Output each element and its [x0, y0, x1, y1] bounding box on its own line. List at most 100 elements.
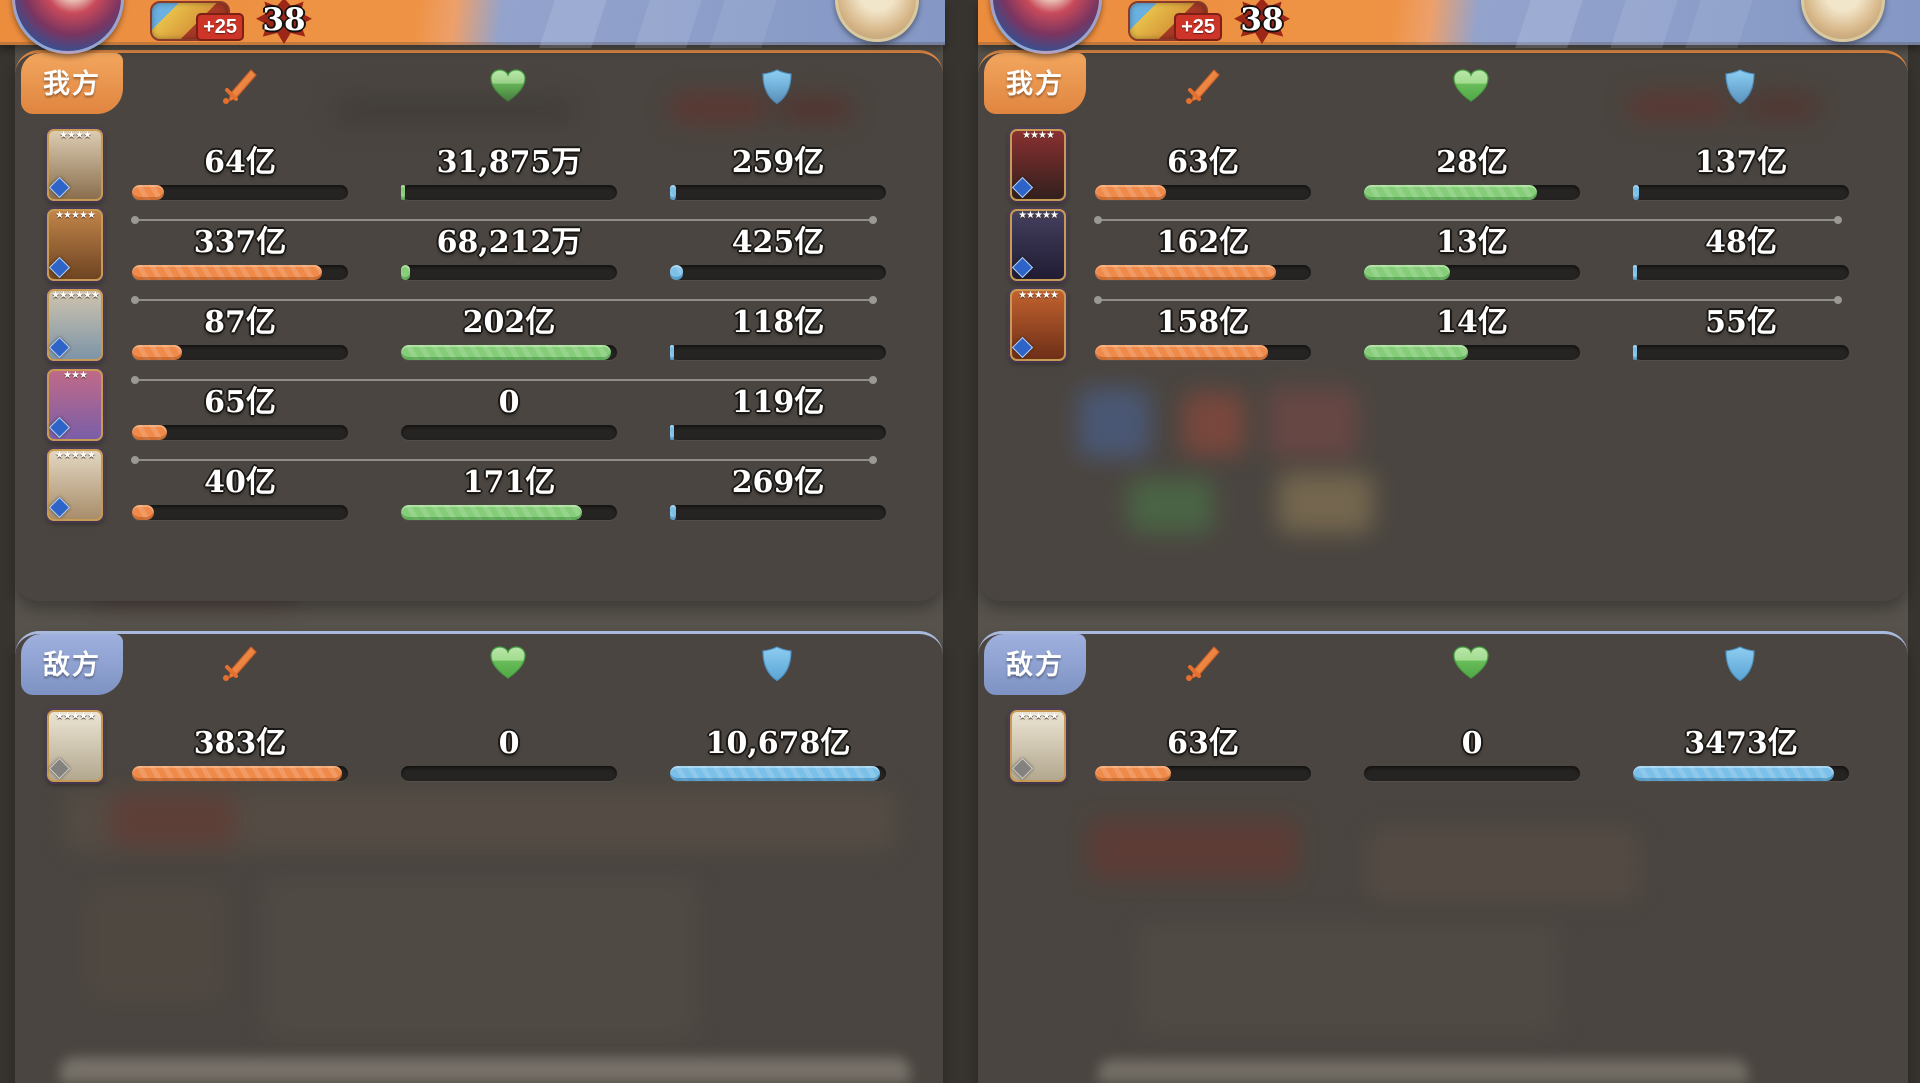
defense-value: 259亿 — [731, 145, 825, 180]
buff-item-icon[interactable]: +25 — [150, 1, 244, 41]
attack-bar — [1095, 766, 1311, 781]
row-divider — [131, 456, 877, 464]
attack-bar — [132, 265, 348, 280]
heal-bar — [401, 425, 617, 440]
stat-row: ★★★★★★ 87亿 202亿 118亿 — [15, 289, 943, 384]
unit-avatar[interactable]: ★★★★★ — [47, 449, 103, 521]
battle-header: +25 38 — [0, 0, 945, 54]
blurred-background-content — [60, 1057, 910, 1083]
battle-header: +25 38 — [978, 0, 1920, 54]
star-rating: ★★★★★ — [55, 711, 96, 722]
heal-bar — [401, 505, 617, 520]
unit-avatar[interactable]: ★★★★★★ — [47, 289, 103, 361]
header-watermark — [539, 0, 609, 48]
rank-badge-icon — [1011, 256, 1034, 279]
defense-value: 425亿 — [731, 225, 825, 260]
stat-row: ★★★★★ 63亿 0 3473亿 — [978, 710, 1908, 802]
enemy-stats-panel: 敌方 ★★★★★ 383亿 0 10,678亿 — [15, 631, 943, 1083]
unit-avatar[interactable]: ★★★★★ — [47, 710, 103, 782]
row-divider — [131, 296, 877, 304]
tab-our-side[interactable]: 我方 — [984, 53, 1086, 114]
attack-value: 158亿 — [1156, 305, 1250, 340]
blurred-background-content — [1078, 388, 1150, 458]
heal-heart-icon — [488, 644, 528, 684]
heal-value: 14亿 — [1436, 305, 1508, 340]
blurred-background-content — [1278, 473, 1373, 533]
heal-value: 202亿 — [462, 305, 556, 340]
attack-bar — [132, 185, 348, 200]
star-rating: ★★★★★ — [55, 210, 96, 221]
star-rating: ★★★★ — [1022, 130, 1055, 141]
unit-avatar[interactable]: ★★★★ — [47, 129, 103, 201]
star-rating: ★★★★ — [59, 130, 92, 141]
star-rating: ★★★★★ — [55, 450, 96, 461]
star-rating: ★★★ — [63, 370, 88, 381]
unit-avatar[interactable]: ★★★★★ — [1010, 209, 1066, 281]
round-counter: 38 — [252, 0, 316, 46]
attack-value: 40亿 — [204, 465, 276, 500]
unit-avatar[interactable]: ★★★ — [47, 369, 103, 441]
heal-heart-icon — [488, 67, 528, 107]
blurred-background-content — [1183, 393, 1245, 455]
heal-bar — [1364, 185, 1580, 200]
blurred-background-content — [1368, 829, 1638, 901]
unit-avatar[interactable]: ★★★★★ — [1010, 289, 1066, 361]
attack-value: 383亿 — [193, 726, 287, 761]
attack-value: 162亿 — [1156, 225, 1250, 260]
defense-bar — [670, 766, 886, 781]
defense-shield-icon — [757, 644, 797, 684]
heal-value: 0 — [1461, 726, 1483, 761]
tab-our-side[interactable]: 我方 — [21, 53, 123, 114]
defense-bar — [670, 425, 886, 440]
buff-count-label: +25 — [1174, 13, 1222, 41]
star-rating: ★★★★★ — [1018, 711, 1059, 722]
attack-sword-icon — [1182, 644, 1222, 684]
heal-heart-icon — [1451, 67, 1491, 107]
buff-item-icon[interactable]: +25 — [1128, 1, 1222, 41]
blurred-background-content — [85, 884, 225, 1004]
attack-value: 64亿 — [204, 145, 276, 180]
defense-value: 3473亿 — [1684, 726, 1798, 761]
blurred-background-content — [670, 95, 765, 121]
blurred-background-content — [1138, 924, 1558, 1034]
heal-heart-icon — [1451, 644, 1491, 684]
heal-bar — [401, 766, 617, 781]
attack-value: 63亿 — [1167, 726, 1239, 761]
unit-avatar[interactable]: ★★★★★ — [1010, 710, 1066, 782]
heal-value: 13亿 — [1436, 225, 1508, 260]
defense-shield-icon — [757, 67, 797, 107]
defense-bar — [670, 505, 886, 520]
heal-value: 31,875万 — [436, 145, 582, 180]
opponent-avatar[interactable] — [835, 0, 919, 42]
stat-row: ★★★★★ 162亿 13亿 48亿 — [978, 209, 1908, 304]
tab-enemy-side[interactable]: 敌方 — [21, 634, 123, 695]
unit-avatar[interactable]: ★★★★ — [1010, 129, 1066, 201]
stat-row: ★★★★ 63亿 28亿 137亿 — [978, 129, 1908, 224]
heal-bar — [1364, 345, 1580, 360]
stat-row: ★★★ 65亿 0 119亿 — [15, 369, 943, 464]
attack-bar — [132, 425, 348, 440]
attack-value: 87亿 — [204, 305, 276, 340]
defense-bar — [1633, 766, 1849, 781]
blurred-background-content — [1628, 93, 1728, 119]
row-divider — [131, 216, 877, 224]
attack-value: 63亿 — [1167, 145, 1239, 180]
rank-badge-icon — [48, 757, 71, 780]
opponent-avatar[interactable] — [1801, 0, 1885, 42]
rank-badge-icon — [48, 496, 71, 519]
row-divider — [1094, 216, 1842, 224]
blurred-background-content — [265, 879, 695, 1039]
stat-row: ★★★★★ 40亿 171亿 269亿 — [15, 449, 943, 541]
stat-row: ★★★★★ 158亿 14亿 55亿 — [978, 289, 1908, 381]
ally-stats-panel: 我方 ★★★★ 63亿 28亿 137亿 ★★★★★ 162亿 13亿 48亿 ★★★★★ 158… — [978, 50, 1908, 601]
blurred-background-content — [110, 794, 235, 846]
attack-sword-icon — [219, 644, 259, 684]
rank-badge-icon — [48, 416, 71, 439]
unit-avatar[interactable]: ★★★★★ — [47, 209, 103, 281]
heal-bar — [1364, 265, 1580, 280]
defense-value: 10,678亿 — [705, 726, 851, 761]
tab-enemy-side[interactable]: 敌方 — [984, 634, 1086, 695]
defense-bar — [670, 265, 886, 280]
blurred-background-content — [1268, 388, 1358, 458]
